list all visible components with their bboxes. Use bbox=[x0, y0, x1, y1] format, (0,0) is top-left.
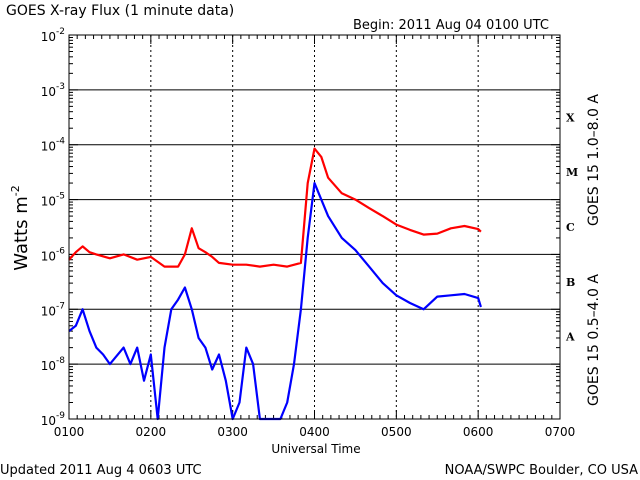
data-series bbox=[68, 147, 482, 421]
y-tick-label: 10-2 bbox=[41, 27, 65, 44]
y-tick-exponent: -5 bbox=[56, 192, 65, 202]
series-long-channel bbox=[68, 147, 482, 268]
grid-lines bbox=[69, 35, 560, 419]
y-tick-label: 10-8 bbox=[41, 356, 66, 373]
y-tick-exponent: -2 bbox=[56, 27, 65, 37]
updated-time: Updated 2011 Aug 4 0603 UTC bbox=[0, 463, 202, 478]
legend-short-channel: GOES 15 0.5–4.0 A bbox=[586, 274, 602, 406]
x-axis-label: Universal Time bbox=[271, 442, 360, 456]
x-tick-label: 0100 bbox=[54, 425, 85, 439]
x-tick-label: 0400 bbox=[299, 425, 330, 439]
flare-class-C: C bbox=[566, 221, 575, 234]
flare-class-labels: X M C B A bbox=[565, 111, 578, 343]
plot-frame bbox=[68, 34, 561, 420]
x-tick-label: 0500 bbox=[381, 425, 412, 439]
y-axis-label: Watts m-2 bbox=[9, 185, 32, 270]
y-tick-base: 10 bbox=[41, 195, 56, 209]
x-tick-label: 0700 bbox=[545, 425, 576, 439]
flare-class-X: X bbox=[566, 111, 575, 124]
y-tick-label: 10-3 bbox=[41, 82, 65, 99]
y-tick-base: 10 bbox=[41, 85, 56, 99]
chart-title: GOES X-ray Flux (1 minute data) bbox=[6, 3, 234, 19]
flare-class-B: B bbox=[566, 276, 575, 289]
y-axis-label-exponent: -2 bbox=[9, 185, 22, 196]
y-tick-label: 10-5 bbox=[41, 192, 65, 209]
y-tick-label: 10-9 bbox=[41, 411, 66, 428]
y-tick-exponent: -3 bbox=[56, 82, 65, 92]
y-tick-exponent: -8 bbox=[56, 356, 65, 366]
legend-long-channel: GOES 15 1.0–8.0 A bbox=[586, 94, 602, 226]
flare-class-A: A bbox=[565, 331, 575, 344]
y-tick-base: 10 bbox=[41, 414, 56, 428]
x-tick-label: 0600 bbox=[463, 425, 494, 439]
y-tick-label: 10-7 bbox=[41, 301, 65, 318]
y-tick-exponent: -4 bbox=[56, 137, 65, 147]
y-tick-base: 10 bbox=[41, 30, 56, 44]
y-tick-labels: 10-210-310-410-510-610-710-810-9 bbox=[41, 27, 66, 428]
y-tick-exponent: -7 bbox=[56, 301, 65, 311]
y-tick-exponent: -9 bbox=[56, 411, 65, 421]
begin-time: Begin: 2011 Aug 04 0100 UTC bbox=[353, 18, 549, 33]
y-tick-label: 10-6 bbox=[41, 246, 66, 263]
flare-class-M: M bbox=[566, 166, 578, 179]
x-tick-labels: 0100 0200 0300 0400 0500 0600 0700 bbox=[54, 425, 576, 439]
y-tick-base: 10 bbox=[41, 249, 56, 263]
y-axis-label-text: Watts m bbox=[11, 196, 32, 270]
y-tick-label: 10-4 bbox=[41, 137, 66, 154]
x-tick-label: 0300 bbox=[217, 425, 248, 439]
y-tick-base: 10 bbox=[41, 304, 56, 318]
y-tick-base: 10 bbox=[41, 140, 56, 154]
x-tick-label: 0200 bbox=[136, 425, 167, 439]
y-tick-exponent: -6 bbox=[56, 246, 65, 256]
svg-text:Watts m-2: Watts m-2 bbox=[9, 185, 32, 270]
y-tick-base: 10 bbox=[41, 359, 56, 373]
series-short-channel bbox=[68, 182, 482, 421]
credit: NOAA/SWPC Boulder, CO USA bbox=[445, 463, 638, 478]
